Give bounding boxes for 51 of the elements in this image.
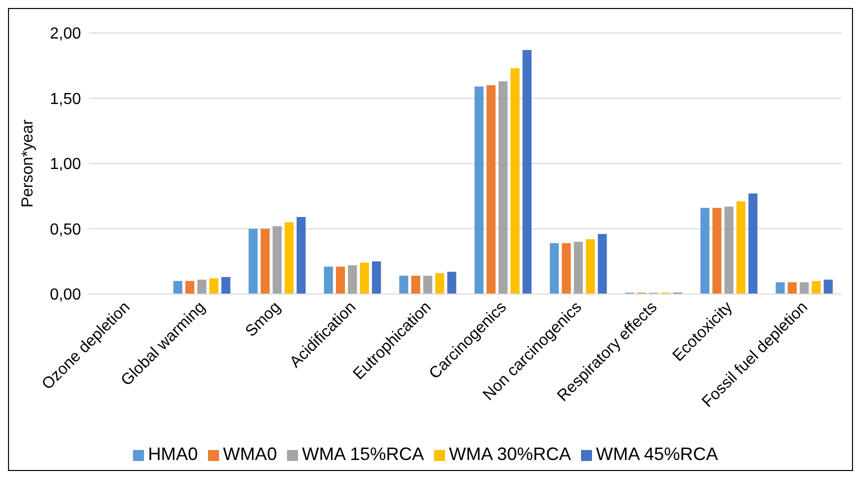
legend-label: WMA 15%RCA [302, 444, 424, 464]
bar [360, 262, 369, 294]
bar [284, 222, 294, 294]
bar [173, 280, 182, 294]
bar [372, 261, 381, 294]
bar [724, 206, 734, 294]
bar [185, 280, 194, 294]
bar [348, 265, 357, 294]
y-tick-label: 0,50 [50, 221, 82, 238]
legend-label: WMA0 [222, 444, 277, 464]
bar [598, 234, 607, 294]
bar [586, 239, 595, 294]
bar [272, 226, 282, 294]
bar [423, 276, 432, 294]
legend-label: WMA 45%RCA [596, 444, 718, 464]
bar [336, 266, 345, 294]
bar [399, 276, 408, 294]
bar [435, 273, 444, 294]
bar [447, 272, 456, 294]
bar [788, 282, 797, 294]
bar [712, 208, 722, 294]
bar [700, 208, 710, 294]
y-tick-label: 1,00 [50, 156, 82, 174]
bar [474, 86, 484, 294]
bar [824, 280, 833, 294]
bar [550, 243, 559, 294]
bar [248, 228, 258, 294]
bar [574, 242, 583, 294]
bar [296, 217, 306, 294]
bar [221, 277, 230, 294]
bar [498, 81, 508, 294]
bar [197, 280, 206, 294]
legend-label: WMA 30%RCA [448, 444, 572, 464]
bar [260, 228, 270, 294]
legend-label: HMA0 [148, 444, 198, 464]
bar [510, 68, 520, 294]
bar [800, 282, 809, 294]
bar [209, 278, 218, 294]
y-tick-label: 2,00 [50, 26, 82, 43]
bar [776, 282, 785, 294]
bar [748, 194, 758, 294]
bar [562, 243, 571, 294]
bar [522, 50, 532, 294]
y-tick-label: 1,50 [50, 90, 82, 108]
y-tick-label: 0,00 [50, 286, 82, 304]
bar [486, 85, 496, 294]
bar [324, 266, 333, 294]
bar [736, 201, 746, 294]
bar [411, 276, 420, 294]
y-axis-title: Person*year [20, 118, 37, 208]
bar [812, 280, 821, 294]
